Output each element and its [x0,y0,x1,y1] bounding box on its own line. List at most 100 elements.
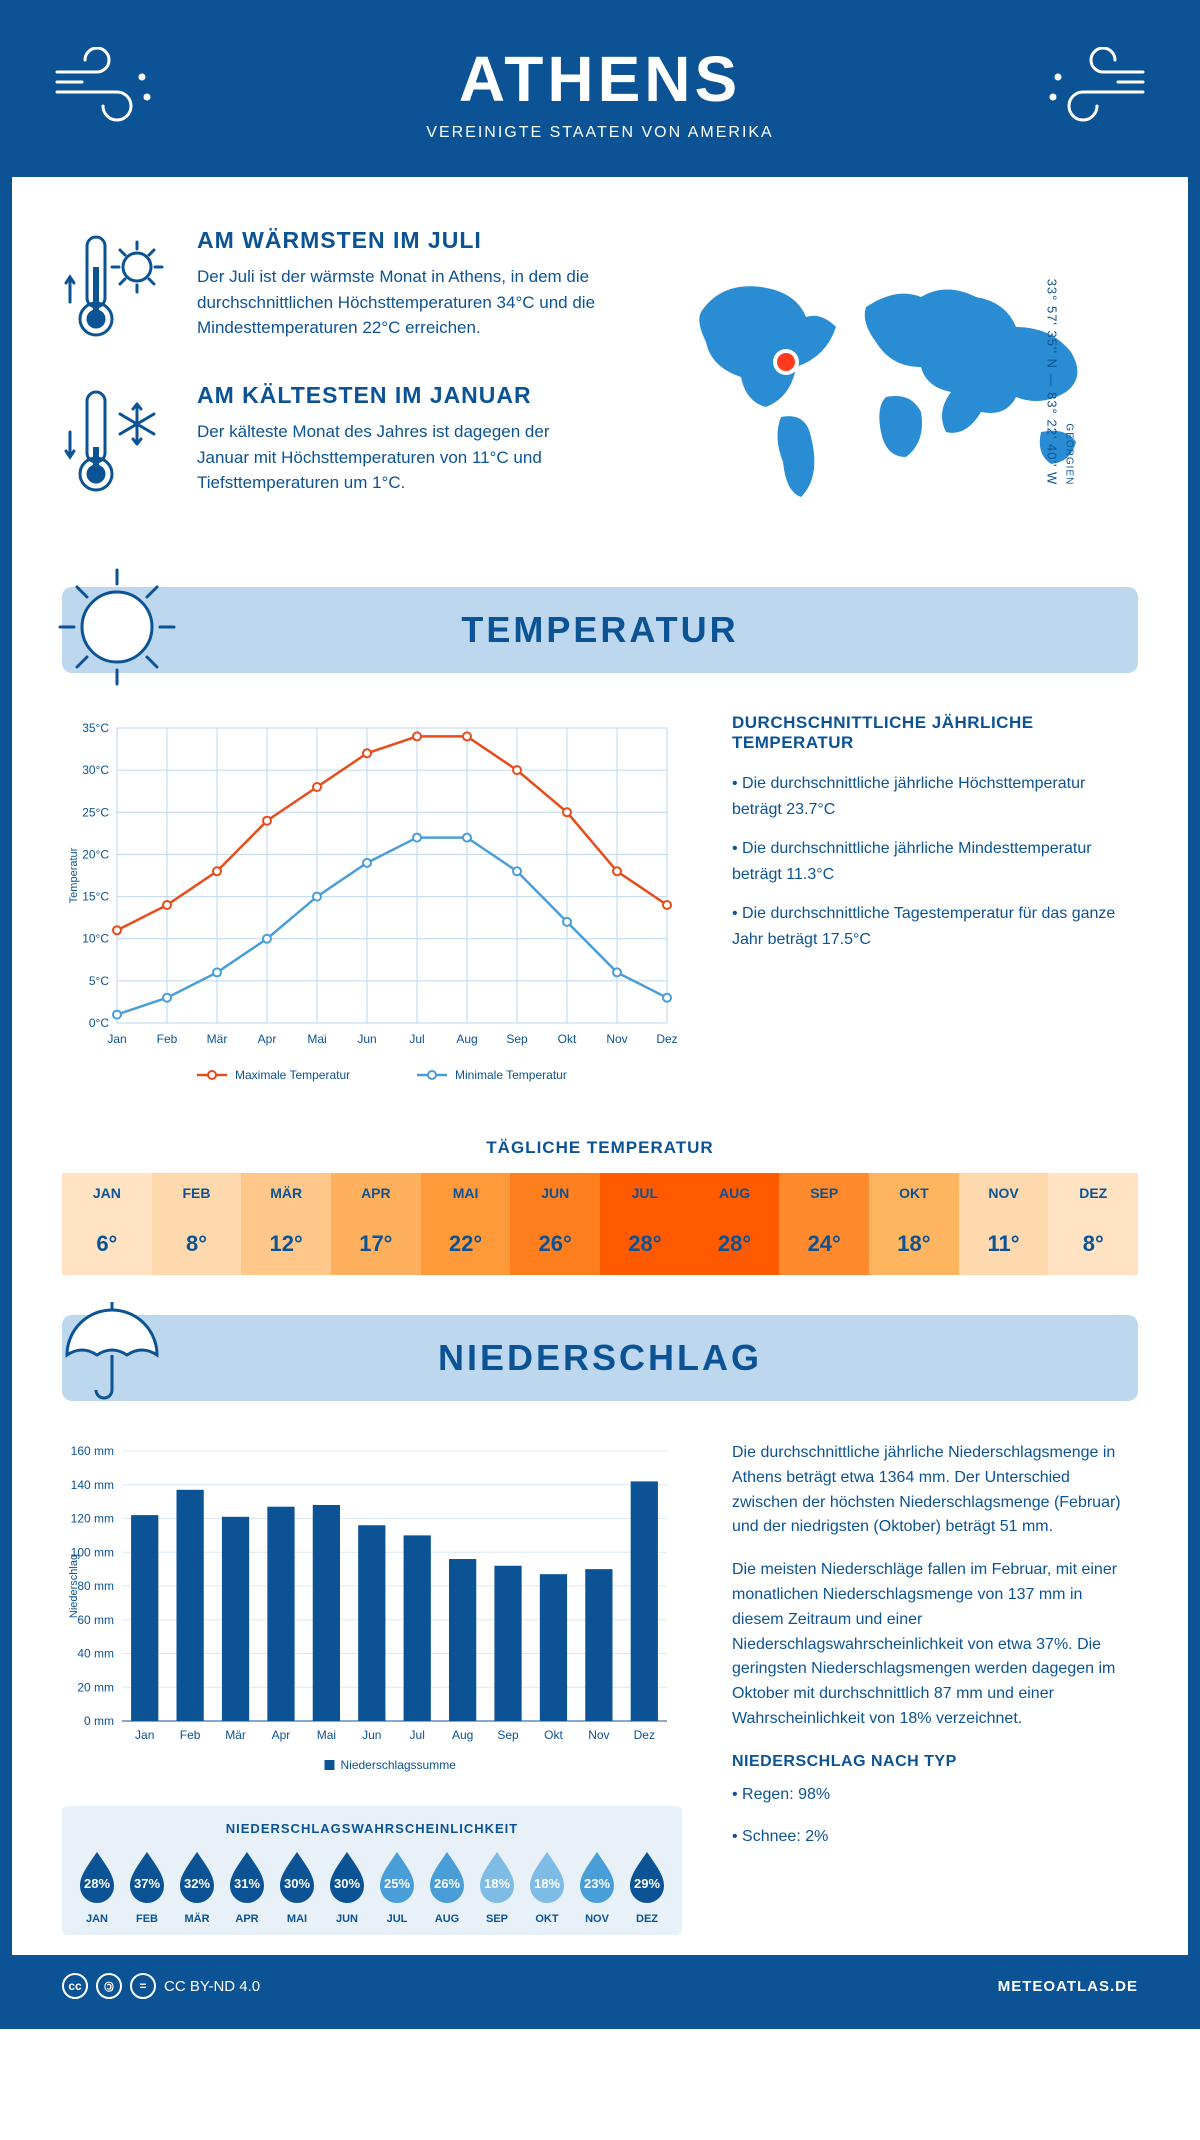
drop-item: 30%MAI [272,1848,322,1925]
svg-text:25°C: 25°C [82,805,109,819]
svg-text:Jan: Jan [107,1032,126,1046]
license-text: CC BY-ND 4.0 [164,1978,260,1995]
svg-text:Niederschlag: Niederschlag [68,1554,80,1618]
svg-text:Nov: Nov [588,1728,609,1742]
precip-p2: Die meisten Niederschläge fallen im Febr… [732,1558,1138,1732]
coldest-title: AM KÄLTESTEN IM JANUAR [197,382,605,409]
drop-item: 29%DEZ [622,1848,672,1925]
by-icon: 🄯 [96,1973,122,1999]
svg-text:Jul: Jul [409,1032,424,1046]
svg-text:Temperatur: Temperatur [68,847,80,903]
country-subtitle: VEREINIGTE STAATEN VON AMERIKA [12,124,1188,142]
svg-text:15°C: 15°C [82,890,109,904]
annual-b3: • Die durchschnittliche Tagestemperatur … [732,901,1138,952]
svg-text:Jul: Jul [410,1728,425,1742]
svg-text:25%: 25% [384,1876,410,1891]
temp-cell: FEB8° [152,1173,242,1275]
svg-text:Aug: Aug [456,1032,477,1046]
drop-item: 18%OKT [522,1848,572,1925]
temp-cell: APR17° [331,1173,421,1275]
temp-cell: OKT18° [869,1173,959,1275]
svg-text:30%: 30% [334,1876,360,1891]
prob-title: NIEDERSCHLAGSWAHRSCHEINLICHKEIT [72,1821,672,1836]
svg-text:40 mm: 40 mm [77,1647,114,1661]
svg-text:Jun: Jun [362,1728,381,1742]
svg-text:Jan: Jan [135,1728,154,1742]
svg-text:Feb: Feb [157,1032,178,1046]
daily-temp-title: TÄGLICHE TEMPERATUR [12,1138,1188,1158]
svg-text:35°C: 35°C [82,721,109,735]
drop-item: 18%SEP [472,1848,522,1925]
annual-temp-title: DURCHSCHNITTLICHE JÄHRLICHE TEMPERATUR [732,713,1138,753]
svg-text:37%: 37% [134,1876,160,1891]
precipitation-section-bar: NIEDERSCHLAG [62,1315,1138,1401]
drop-item: 30%JUN [322,1848,372,1925]
precip-t2: • Schnee: 2% [732,1825,1138,1850]
drop-item: 32%MÄR [172,1848,222,1925]
temperature-section-bar: TEMPERATUR [62,587,1138,673]
header: ATHENS VEREINIGTE STAATEN VON AMERIKA [12,12,1188,177]
svg-text:Jun: Jun [357,1032,376,1046]
svg-text:Niederschlagssumme: Niederschlagssumme [341,1758,457,1772]
temp-cell: DEZ8° [1048,1173,1138,1275]
warmest-title: AM WÄRMSTEN IM JULI [197,227,605,254]
cc-icon: cc [62,1973,88,1999]
drop-item: 25%JUL [372,1848,422,1925]
temp-cell: NOV11° [959,1173,1049,1275]
daily-temp-strip: JAN6°FEB8°MÄR12°APR17°MAI22°JUN26°JUL28°… [62,1173,1138,1275]
svg-text:18%: 18% [484,1876,510,1891]
svg-text:Mai: Mai [307,1032,326,1046]
temp-cell: JAN6° [62,1173,152,1275]
precip-t1: • Regen: 98% [732,1783,1138,1808]
svg-text:0°C: 0°C [89,1016,109,1030]
svg-text:Okt: Okt [544,1728,563,1742]
temp-cell: MAI22° [421,1173,511,1275]
svg-text:80 mm: 80 mm [77,1579,114,1593]
drop-item: 31%APR [222,1848,272,1925]
footer: cc 🄯 = CC BY-ND 4.0 METEOATLAS.DE [12,1955,1188,2017]
svg-text:Apr: Apr [272,1728,291,1742]
svg-text:60 mm: 60 mm [77,1613,114,1627]
svg-text:140 mm: 140 mm [71,1478,114,1492]
svg-text:Apr: Apr [258,1032,277,1046]
drop-item: 28%JAN [72,1848,122,1925]
svg-text:18%: 18% [534,1876,560,1891]
site-name: METEOATLAS.DE [998,1978,1138,1995]
svg-text:Aug: Aug [452,1728,473,1742]
coldest-text: Der kälteste Monat des Jahres ist dagege… [197,419,605,496]
svg-text:Dez: Dez [634,1728,655,1742]
svg-text:32%: 32% [184,1876,210,1891]
svg-text:120 mm: 120 mm [71,1512,114,1526]
precipitation-bar-chart: 0 mm20 mm40 mm60 mm80 mm100 mm120 mm140 … [62,1441,682,1781]
temperature-line-chart: 0°C5°C10°C15°C20°C25°C30°C35°CJanFebMärA… [62,713,682,1093]
svg-text:20 mm: 20 mm [77,1680,114,1694]
temp-cell: MÄR12° [241,1173,331,1275]
wind-icon [52,47,162,132]
svg-text:10°C: 10°C [82,932,109,946]
precipitation-probability-box: NIEDERSCHLAGSWAHRSCHEINLICHKEIT 28%JAN 37… [62,1806,682,1935]
svg-text:5°C: 5°C [89,974,109,988]
precip-type-title: NIEDERSCHLAG NACH TYP [732,1750,1138,1775]
sun-icon [52,562,182,697]
temp-cell: JUN26° [510,1173,600,1275]
drop-item: 26%AUG [422,1848,472,1925]
svg-text:Mär: Mär [225,1728,246,1742]
svg-text:Maximale Temperatur: Maximale Temperatur [235,1068,350,1082]
coordinates: GEORGIEN 33° 57' 35'' N — 83° 22' 40'' W [1045,279,1075,486]
city-title: ATHENS [12,42,1188,116]
temperature-heading: TEMPERATUR [62,609,1138,651]
svg-text:Minimale Temperatur: Minimale Temperatur [455,1068,567,1082]
precipitation-heading: NIEDERSCHLAG [62,1337,1138,1379]
precip-p1: Die durchschnittliche jährliche Niedersc… [732,1441,1138,1540]
warmest-text: Der Juli ist der wärmste Monat in Athens… [197,264,605,341]
nd-icon: = [130,1973,156,1999]
svg-text:30°C: 30°C [82,763,109,777]
svg-text:Nov: Nov [606,1032,627,1046]
svg-text:Mai: Mai [317,1728,336,1742]
svg-text:Feb: Feb [180,1728,201,1742]
svg-text:Sep: Sep [506,1032,528,1046]
annual-b2: • Die durchschnittliche jährliche Mindes… [732,836,1138,887]
annual-b1: • Die durchschnittliche jährliche Höchst… [732,771,1138,822]
drop-item: 23%NOV [572,1848,622,1925]
temp-cell: AUG28° [690,1173,780,1275]
